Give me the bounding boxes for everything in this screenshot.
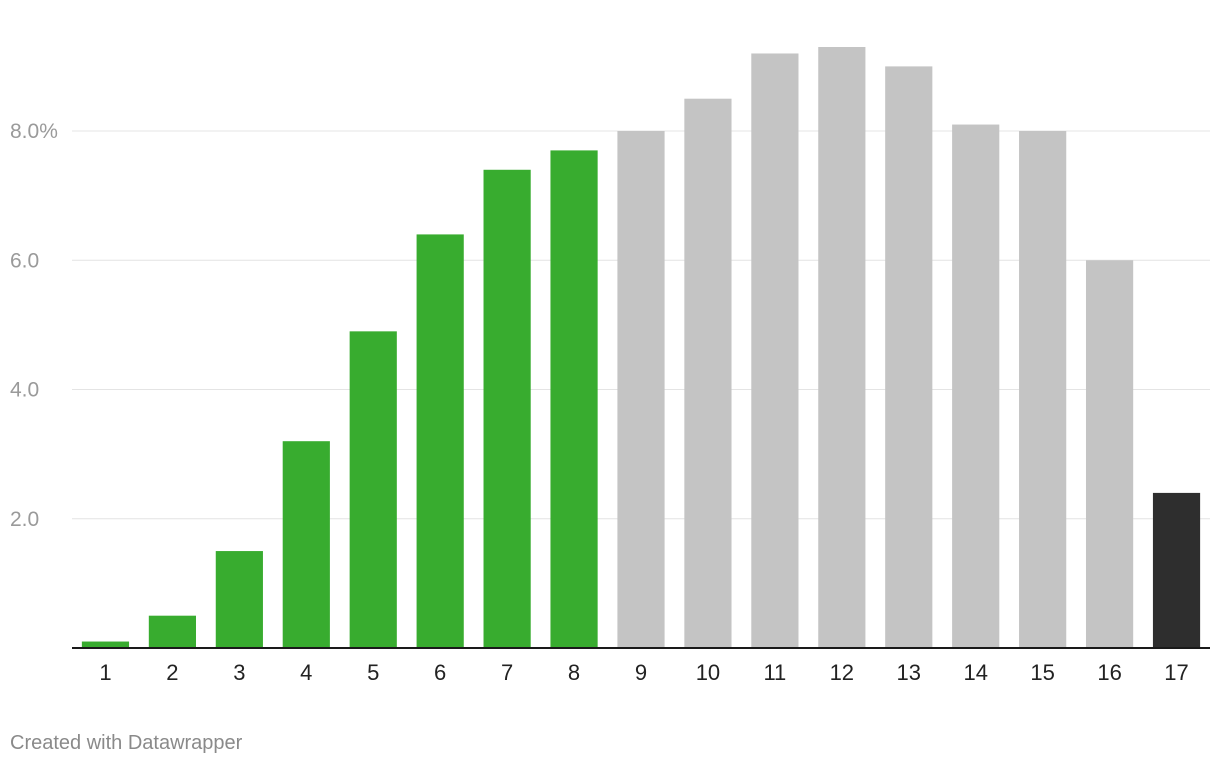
bar [282,441,330,648]
x-tick-label: 6 [434,660,446,685]
x-tick-label: 13 [897,660,921,685]
bar [885,66,933,648]
bar [818,47,866,648]
x-tick-label: 17 [1164,660,1188,685]
bar [416,234,464,648]
x-tick-label: 11 [763,660,786,685]
credit-text: Created with Datawrapper [10,732,243,754]
bar [1152,492,1201,648]
x-tick-label: 9 [635,660,647,685]
bar [483,169,531,648]
bar [349,331,397,648]
x-tick-label: 8 [568,660,580,685]
y-axis-labels: 2.0 4.0 6.0 8.0% [10,120,58,531]
x-tick-label: 3 [233,660,245,685]
x-tick-label: 5 [367,660,379,685]
x-tick-label: 14 [963,660,987,685]
y-tick-label: 4.0 [10,379,39,402]
bar [617,131,665,648]
bar [81,641,130,648]
bar [148,615,196,648]
x-axis-labels: 1 2 3 4 5 6 7 8 9 10 11 12 13 14 15 16 17 [99,660,1188,685]
bar [215,551,263,648]
x-tick-label: 2 [166,660,178,685]
bar [1085,260,1134,648]
x-tick-label: 12 [830,660,854,685]
bars [81,47,1201,649]
bar [684,98,732,648]
bar [1019,131,1067,648]
y-tick-label: 2.0 [10,508,39,531]
x-tick-label: 15 [1030,660,1054,685]
bar [751,53,799,648]
x-tick-label: 7 [501,660,513,685]
bar [952,124,1000,649]
x-tick-label: 10 [696,660,720,685]
x-tick-label: 16 [1097,660,1121,685]
x-tick-label: 1 [99,660,111,685]
x-tick-label: 4 [300,660,312,685]
y-tick-label: 8.0% [10,120,58,143]
y-tick-label: 6.0 [10,249,39,272]
bar [550,150,598,648]
